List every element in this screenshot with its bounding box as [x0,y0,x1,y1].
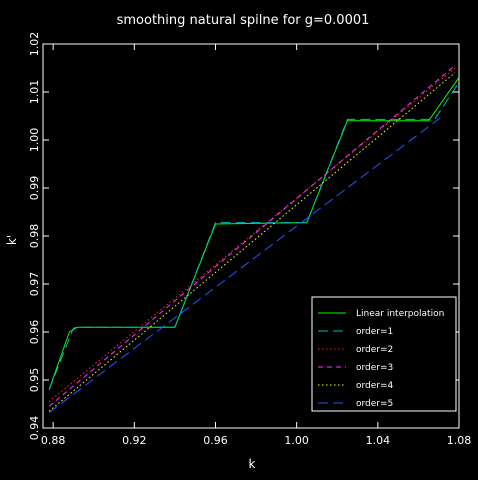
y-tick-label: 1.01 [28,80,41,105]
series-line-5 [48,72,456,412]
legend-label: order=3 [356,363,393,373]
y-tick-label: 0.96 [28,320,41,345]
y-tick-label: 0.97 [28,272,41,297]
y-tick-label: 0.99 [28,176,41,201]
legend-box [311,296,457,412]
chart-title: smoothing natural spilne for g=0.0001 [117,13,370,28]
series-line-6 [48,115,444,413]
series-layer [48,65,460,413]
legend-label: Linear interpolation [356,309,444,319]
legend-label: order=4 [356,381,394,391]
y-tick-label: 1.02 [28,32,41,57]
y-axis: 0.94 0.95 0.96 0.97 0.98 0.99 1.00 1.01 1.02 [28,32,459,441]
y-tick-label: 1.00 [28,128,41,153]
x-tick-label: 1.04 [366,434,391,447]
y-tick-label: 0.94 [28,416,41,441]
legend-label: order=1 [356,327,393,337]
y-axis-title: k' [5,235,19,245]
y-tick-label: 0.98 [28,224,41,249]
x-axis-title: k [249,457,256,471]
x-tick-label: 1.08 [447,434,472,447]
x-tick-label: 0.96 [203,434,228,447]
legend-label: order=5 [356,399,393,409]
series-line-4 [48,65,456,407]
legend-label: order=2 [356,345,393,355]
series-line-2 [48,82,460,390]
y-tick-label: 0.95 [28,368,41,393]
legend: Linear interpolation order=1 order=2 order=… [311,296,457,412]
x-tick-label: 1.00 [284,434,309,447]
x-tick-label: 0.92 [122,434,147,447]
x-axis: 0.88 0.92 0.96 1.00 1.04 1.08 [41,44,471,447]
x-tick-label: 0.88 [41,434,66,447]
